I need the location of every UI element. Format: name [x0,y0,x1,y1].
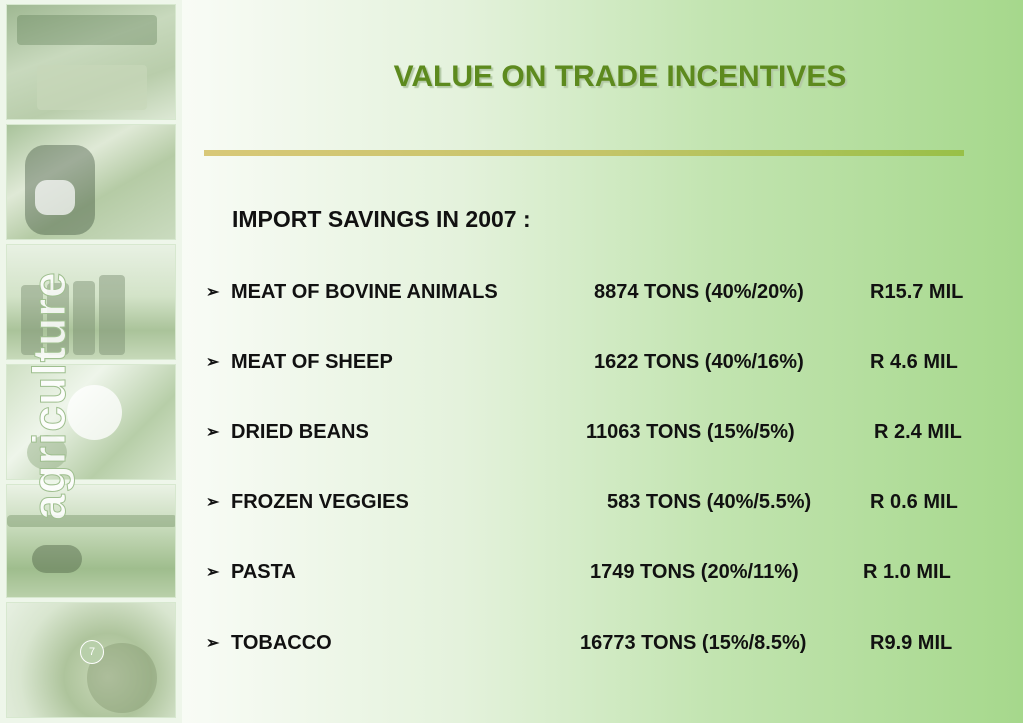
cotton-plant-photo [6,364,176,480]
photo-sidebar: agriculture 7 [0,0,182,723]
item-value: R 1.0 MIL [863,561,951,583]
list-item: ➢ PASTA 1749 TONS (20%/11%) R 1.0 MIL [206,561,1006,591]
item-name: PASTA [231,561,296,583]
item-name: TOBACCO [231,632,332,654]
agriculture-wordmark: agriculture [23,271,76,521]
item-name: MEAT OF SHEEP [231,351,393,373]
market-stall-photo [6,4,176,120]
item-tons: 1749 TONS (20%/11%) [590,561,799,583]
list-item: ➢ FROZEN VEGGIES 583 TONS (40%/5.5%) R 0… [206,491,1006,521]
slide-title: VALUE ON TRADE INCENTIVES [393,60,847,93]
item-tons: 11063 TONS (15%/5%) [586,421,795,443]
sheep-field-photo [6,484,176,598]
page-number: 7 [80,640,104,664]
arrow-bullet-icon: ➢ [206,635,220,652]
item-name: DRIED BEANS [231,421,369,443]
calf-photo [6,124,176,240]
item-tons: 583 TONS (40%/5.5%) [607,491,812,513]
item-value: R 4.6 MIL [870,351,958,373]
arrow-bullet-icon: ➢ [206,284,220,301]
title-divider [204,150,964,156]
item-tons: 8874 TONS (40%/20%) [594,281,804,303]
item-value: R9.9 MIL [870,632,953,654]
arrow-bullet-icon: ➢ [206,424,220,441]
arrow-bullet-icon: ➢ [206,564,220,581]
list-item: ➢ TOBACCO 16773 TONS (15%/8.5%) R9.9 MIL [206,632,1006,662]
list-item: ➢ MEAT OF SHEEP 1622 TONS (40%/16%) R 4.… [206,351,1006,381]
item-tons: 1622 TONS (40%/16%) [594,351,804,373]
list-item: ➢ DRIED BEANS 11063 TONS (15%/5%) R 2.4 … [206,421,1006,451]
item-value: R 2.4 MIL [874,421,962,443]
item-value: R15.7 MIL [870,281,964,303]
list-item: ➢ MEAT OF BOVINE ANIMALS 8874 TONS (40%/… [206,281,1006,311]
grain-silos-photo [6,244,176,360]
section-subtitle: IMPORT SAVINGS IN 2007 : [232,206,531,232]
item-name: FROZEN VEGGIES [231,491,409,513]
item-tons: 16773 TONS (15%/8.5%) [580,632,807,654]
arrow-bullet-icon: ➢ [206,494,220,511]
item-value: R 0.6 MIL [870,491,958,513]
item-name: MEAT OF BOVINE ANIMALS [231,281,498,303]
arrow-bullet-icon: ➢ [206,354,220,371]
